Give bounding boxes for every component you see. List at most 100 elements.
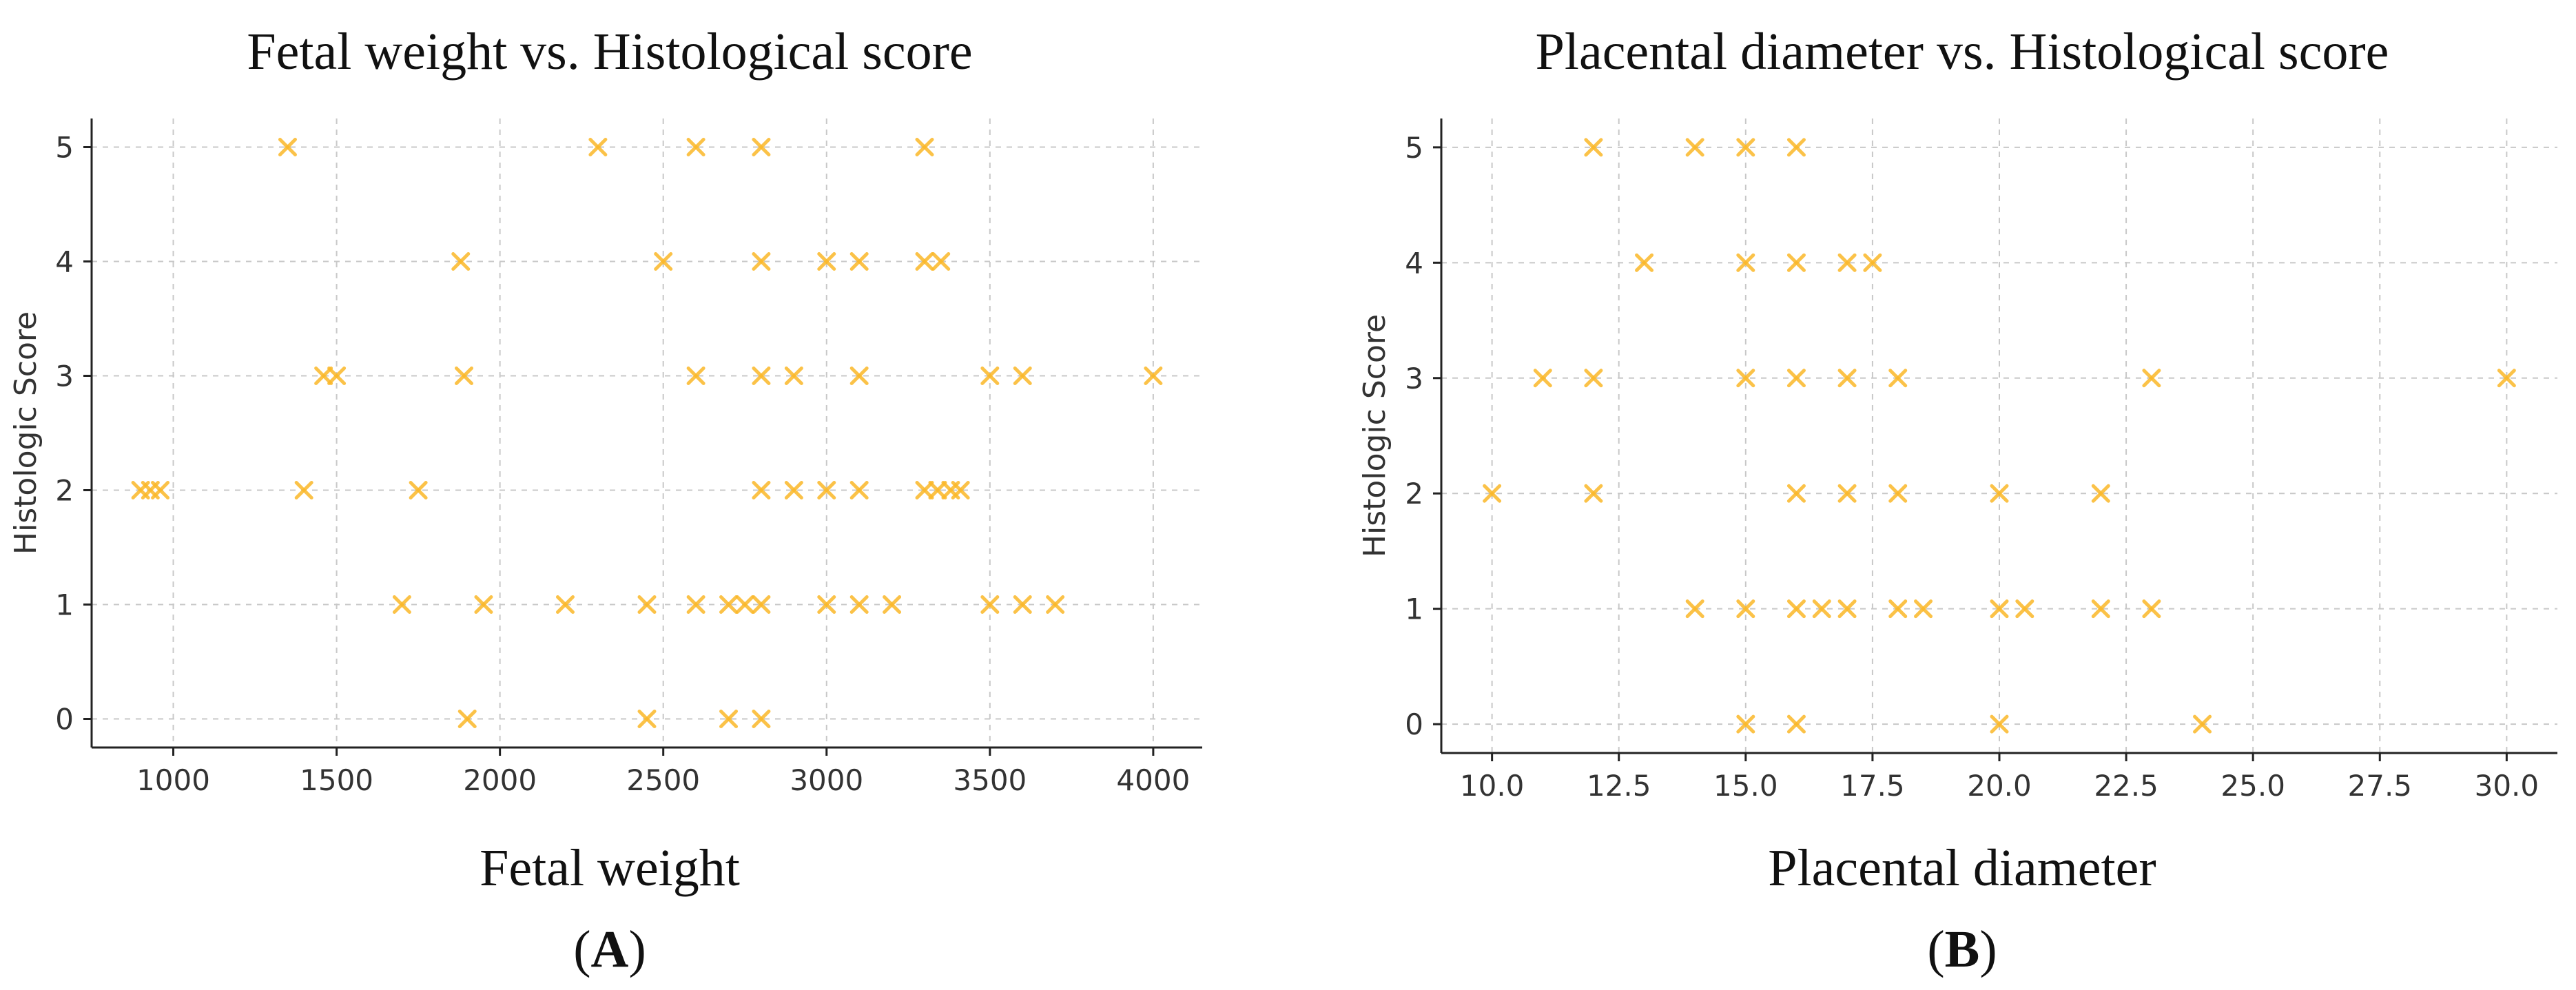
data-point-b-3 (1786, 138, 1806, 157)
data-point-a-13 (327, 367, 347, 385)
panel-label-a-letter: A (591, 920, 629, 978)
data-point-b-35 (1736, 714, 1755, 734)
x-axis-label-b: Placental diameter (1768, 839, 2156, 897)
data-point-a-19 (980, 367, 1000, 385)
data-point-a-16 (752, 367, 771, 385)
x-tick-label-b-3: 17.5 (1840, 769, 1905, 803)
data-point-a-28 (784, 481, 803, 499)
data-point-a-40 (719, 595, 739, 614)
data-point-b-16 (2497, 369, 2516, 388)
data-point-a-51 (719, 710, 739, 728)
chart-title-a: Fetal weight vs. Histological score (247, 23, 972, 81)
data-point-a-20 (1013, 367, 1032, 385)
data-point-a-35 (392, 595, 411, 614)
data-point-b-19 (1786, 484, 1806, 503)
x-axis-label-a: Fetal weight (480, 839, 740, 897)
data-point-a-17 (784, 367, 803, 385)
data-point-b-33 (2091, 599, 2110, 619)
data-point-b-13 (1837, 369, 1857, 388)
data-point-a-14 (454, 367, 473, 385)
data-point-b-6 (1786, 253, 1806, 272)
data-point-b-0 (1584, 138, 1603, 157)
x-tick-label-a-0: 1000 (136, 763, 210, 797)
data-point-a-32 (928, 481, 947, 499)
data-point-a-4 (915, 138, 934, 156)
data-point-b-5 (1736, 253, 1755, 272)
data-point-b-32 (2015, 599, 2034, 619)
y-tick-label-a-1: 1 (55, 588, 74, 622)
data-point-a-10 (915, 252, 934, 271)
data-point-b-37 (1990, 714, 2009, 734)
data-point-a-3 (752, 138, 771, 156)
data-point-a-26 (409, 481, 428, 499)
data-point-a-47 (1013, 595, 1032, 614)
y-tick-label-b-2: 2 (1405, 477, 1423, 511)
y-tick-label-a-4: 4 (55, 245, 74, 279)
data-point-a-15 (686, 367, 705, 385)
data-point-a-37 (555, 595, 575, 614)
data-point-b-38 (2193, 714, 2212, 734)
data-point-a-11 (931, 252, 951, 271)
data-point-a-6 (654, 252, 673, 271)
data-point-b-15 (2142, 369, 2161, 388)
data-point-a-49 (457, 710, 477, 728)
panel-a: Fetal weight vs. Histological score 1000… (8, 23, 1202, 978)
data-point-b-28 (1837, 599, 1857, 619)
data-point-b-26 (1786, 599, 1806, 619)
data-point-b-22 (1990, 484, 2009, 503)
data-point-a-50 (637, 710, 657, 728)
data-point-b-36 (1786, 714, 1806, 734)
data-point-b-20 (1837, 484, 1857, 503)
data-point-a-9 (849, 252, 869, 271)
data-point-a-7 (752, 252, 771, 271)
data-point-a-42 (752, 595, 771, 614)
x-tick-label-a-5: 3500 (953, 763, 1027, 797)
data-point-a-27 (752, 481, 771, 499)
data-point-a-24 (151, 481, 170, 499)
x-tick-label-b-8: 30.0 (2475, 769, 2539, 803)
data-point-b-9 (1533, 369, 1552, 388)
data-point-a-8 (817, 252, 836, 271)
data-point-a-31 (915, 481, 934, 499)
plot-area-b: 10.0 12.5 15.0 17.5 20.0 22.5 25.0 27.5 30.0 0 1 2 3… (1357, 118, 2557, 803)
data-point-a-44 (849, 595, 869, 614)
panel-label-a-open-paren: ( (573, 920, 590, 978)
x-tick-label-b-6: 25.0 (2220, 769, 2285, 803)
y-tick-label-b-5: 5 (1405, 131, 1423, 165)
x-tick-label-a-6: 4000 (1116, 763, 1190, 797)
data-point-b-12 (1786, 369, 1806, 388)
data-point-a-25 (294, 481, 313, 499)
y-tick-label-b-1: 1 (1405, 592, 1423, 626)
panel-label-b: (B) (1927, 920, 1997, 978)
x-tick-label-a-4: 3000 (790, 763, 863, 797)
data-point-b-25 (1736, 599, 1755, 619)
x-tick-label-b-0: 10.0 (1460, 769, 1525, 803)
data-point-b-4 (1635, 253, 1654, 272)
plot-area-a: 1000 1500 2000 2500 3000 3500 4000 0 1 2 3 4 5 Histol… (8, 118, 1202, 797)
x-tick-label-a-3: 2500 (626, 763, 700, 797)
data-point-b-24 (1685, 599, 1704, 619)
x-tick-label-a-1: 1500 (300, 763, 373, 797)
panel-label-a-close-paren: ) (628, 920, 646, 978)
panel-label-b-close-paren: ) (1979, 920, 1997, 978)
y-tick-label-a-5: 5 (55, 131, 74, 165)
data-point-b-34 (2142, 599, 2161, 619)
data-point-b-17 (1483, 484, 1502, 503)
data-point-a-21 (1144, 367, 1163, 385)
x-tick-label-b-7: 27.5 (2348, 769, 2413, 803)
y-tick-label-a-2: 2 (55, 474, 74, 508)
panel-label-a: (A) (573, 920, 646, 978)
data-point-b-8 (1863, 253, 1882, 272)
data-point-a-1 (588, 138, 608, 156)
data-point-b-18 (1584, 484, 1603, 503)
data-point-a-46 (980, 595, 1000, 614)
y-tick-label-b-4: 4 (1405, 246, 1423, 280)
y-tick-label-b-3: 3 (1405, 362, 1423, 395)
data-point-a-48 (1046, 595, 1065, 614)
x-tick-label-a-2: 2000 (463, 763, 537, 797)
y-axis-label-a: Histologic Score (8, 311, 43, 555)
data-point-a-12 (314, 367, 333, 385)
chart-title-b: Placental diameter vs. Histological scor… (1536, 23, 2389, 81)
x-tick-label-b-5: 22.5 (2094, 769, 2158, 803)
data-point-a-34 (951, 481, 970, 499)
